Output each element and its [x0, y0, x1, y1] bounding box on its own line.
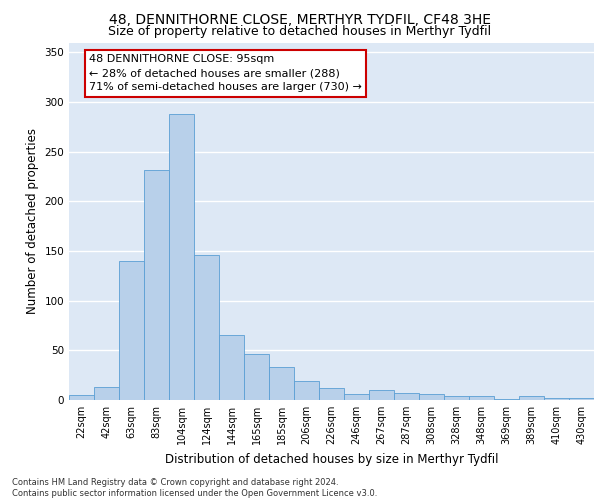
Bar [269, 367, 294, 400]
Text: 48 DENNITHORNE CLOSE: 95sqm
← 28% of detached houses are smaller (288)
71% of se: 48 DENNITHORNE CLOSE: 95sqm ← 28% of det… [89, 54, 362, 92]
Bar [394, 393, 419, 400]
Bar [469, 396, 494, 400]
Bar [544, 398, 569, 400]
Y-axis label: Number of detached properties: Number of detached properties [26, 128, 39, 314]
X-axis label: Distribution of detached houses by size in Merthyr Tydfil: Distribution of detached houses by size … [165, 452, 498, 466]
Bar [419, 394, 444, 400]
Bar [294, 381, 319, 400]
Text: Contains HM Land Registry data © Crown copyright and database right 2024.
Contai: Contains HM Land Registry data © Crown c… [12, 478, 377, 498]
Bar [94, 387, 119, 400]
Bar [244, 354, 269, 400]
Bar [194, 255, 219, 400]
Bar [519, 396, 544, 400]
Bar [319, 388, 344, 400]
Bar [369, 390, 394, 400]
Bar [219, 336, 244, 400]
Bar [119, 261, 144, 400]
Bar [344, 394, 369, 400]
Text: 48, DENNITHORNE CLOSE, MERTHYR TYDFIL, CF48 3HE: 48, DENNITHORNE CLOSE, MERTHYR TYDFIL, C… [109, 12, 491, 26]
Bar [444, 396, 469, 400]
Bar [169, 114, 194, 400]
Bar [569, 398, 594, 400]
Bar [144, 170, 169, 400]
Bar [69, 395, 94, 400]
Bar [494, 399, 519, 400]
Text: Size of property relative to detached houses in Merthyr Tydfil: Size of property relative to detached ho… [109, 25, 491, 38]
